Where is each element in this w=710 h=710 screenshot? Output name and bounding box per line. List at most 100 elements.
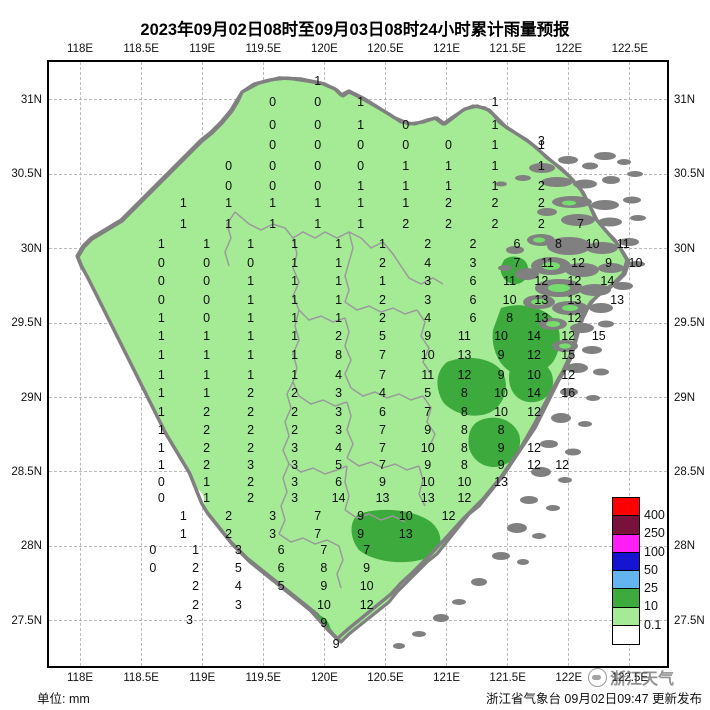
legend-swatch[interactable]: 0.1 (613, 607, 661, 631)
grid-value: 13 (534, 292, 549, 307)
grid-value: 7 (424, 404, 432, 419)
grid-value: 14 (527, 328, 541, 343)
grid-value: 1 (314, 217, 322, 232)
grid-value: 1 (247, 310, 255, 325)
grid-value: 9 (357, 526, 365, 541)
grid-value: 3 (234, 543, 242, 558)
grid-value: 10 (420, 440, 435, 455)
grid-value: 1 (291, 328, 299, 343)
grid-value: 1 (179, 196, 187, 211)
grid-value: 2 (247, 385, 255, 400)
grid-value: 3 (269, 508, 277, 523)
grid-value: 12 (441, 508, 456, 523)
grid-value: 9 (424, 328, 432, 343)
grid-value: 8 (506, 310, 514, 325)
grid-value: 1 (491, 158, 499, 173)
grid-value: 2 (335, 328, 343, 343)
grid-value: 9 (605, 255, 613, 270)
legend-swatch[interactable]: 50 (613, 552, 658, 576)
grid-value: 10 (359, 578, 374, 593)
grid-value: 11 (503, 273, 517, 288)
grid-value: 3 (335, 404, 343, 419)
y-axis-tick-right: 28.5N (674, 465, 705, 478)
grid-value: 2 (192, 578, 200, 593)
grid-value: 0 (269, 158, 277, 173)
grid-value: 12 (561, 328, 576, 343)
grid-value: 9 (320, 616, 328, 631)
grid-value: 1 (445, 178, 452, 193)
grid-value: 3 (234, 598, 242, 613)
grid-value: 2 (247, 404, 255, 419)
grid-value: 8 (460, 404, 468, 419)
grid-value: 3 (186, 613, 193, 628)
grid-value: 0 (269, 117, 277, 132)
y-axis-tick-left: 29.5N (11, 317, 42, 330)
grid-value: 4 (335, 440, 343, 455)
grid-value: 2 (445, 196, 452, 211)
grid-value: 0 (314, 158, 322, 173)
grid-value: 0 (157, 474, 165, 489)
rainfall-legend[interactable]: 400 250 100 50 25 10 0.1 (612, 497, 665, 646)
x-axis-tick-top: 119.5E (245, 43, 282, 55)
grid-value: 3 (424, 292, 432, 307)
grid-value: 4 (424, 255, 432, 270)
grid-value: 1 (247, 236, 255, 251)
x-axis-tick-bottom: 120.5E (367, 672, 404, 684)
x-axis-tick-bottom: 121E (433, 672, 461, 684)
legend-tick-label: 0.1 (644, 617, 662, 632)
grid-value: 4 (234, 578, 242, 593)
grid-value: 13 (375, 490, 390, 505)
grid-value: 1 (247, 273, 255, 288)
grid-value: 10 (502, 292, 517, 307)
grid-value: 1 (537, 158, 545, 173)
grid-value: 12 (561, 367, 576, 382)
grid-value: 7 (513, 255, 521, 270)
y-axis-tick-left: 28N (20, 540, 42, 553)
grid-value: 11 (457, 328, 471, 343)
legend-swatch[interactable]: 25 (613, 571, 658, 594)
legend-swatch[interactable]: 100 (613, 534, 665, 558)
legend-tick-label: 250 (644, 526, 665, 541)
grid-value: 10 (527, 367, 541, 382)
grid-value: 5 (234, 560, 242, 575)
x-axis-tick-bottom: 120E (310, 672, 338, 684)
legend-swatch[interactable]: 10 (613, 589, 658, 612)
grid-value: 10 (494, 404, 508, 419)
legend-swatch[interactable]: 400 (613, 498, 665, 521)
grid-value: 0 (203, 273, 211, 288)
grid-value: 4 (335, 367, 343, 382)
grid-value: 6 (469, 273, 477, 288)
grid-value: 1 (335, 273, 343, 288)
grid-value: 9 (320, 578, 328, 593)
grid-value: 2 (192, 598, 200, 613)
gridline-vertical (629, 62, 631, 666)
grid-value: 1 (203, 490, 211, 505)
grid-value: 2 (247, 422, 255, 437)
grid-value: 10 (420, 348, 435, 363)
grid-value: 11 (540, 255, 554, 270)
grid-value: 2 (491, 217, 499, 232)
legend-swatch[interactable]: 250 (613, 516, 665, 539)
x-axis-tick-bottom: 119.5E (245, 672, 282, 684)
grid-value: 0 (149, 543, 157, 558)
grid-value: 7 (314, 526, 322, 541)
grid-value: 10 (457, 474, 472, 489)
grid-value: 15 (591, 328, 606, 343)
grid-value: 0 (225, 158, 233, 173)
grid-value: 0 (269, 94, 277, 109)
grid-value: 2 (192, 560, 200, 575)
grid-value: 1 (203, 367, 211, 382)
legend-swatch[interactable] (613, 626, 639, 645)
grid-value: 1 (357, 117, 365, 132)
grid-value: 1 (247, 367, 255, 382)
grid-value: 2 (225, 508, 233, 523)
grid-value: 5 (424, 385, 432, 400)
grid-value: 10 (628, 255, 643, 270)
grid-value: 12 (567, 273, 582, 288)
grid-value: 1 (291, 273, 299, 288)
grid-value: 6 (277, 560, 285, 575)
y-axis-tick-left: 31N (20, 93, 42, 106)
grid-value: 1 (291, 292, 299, 307)
